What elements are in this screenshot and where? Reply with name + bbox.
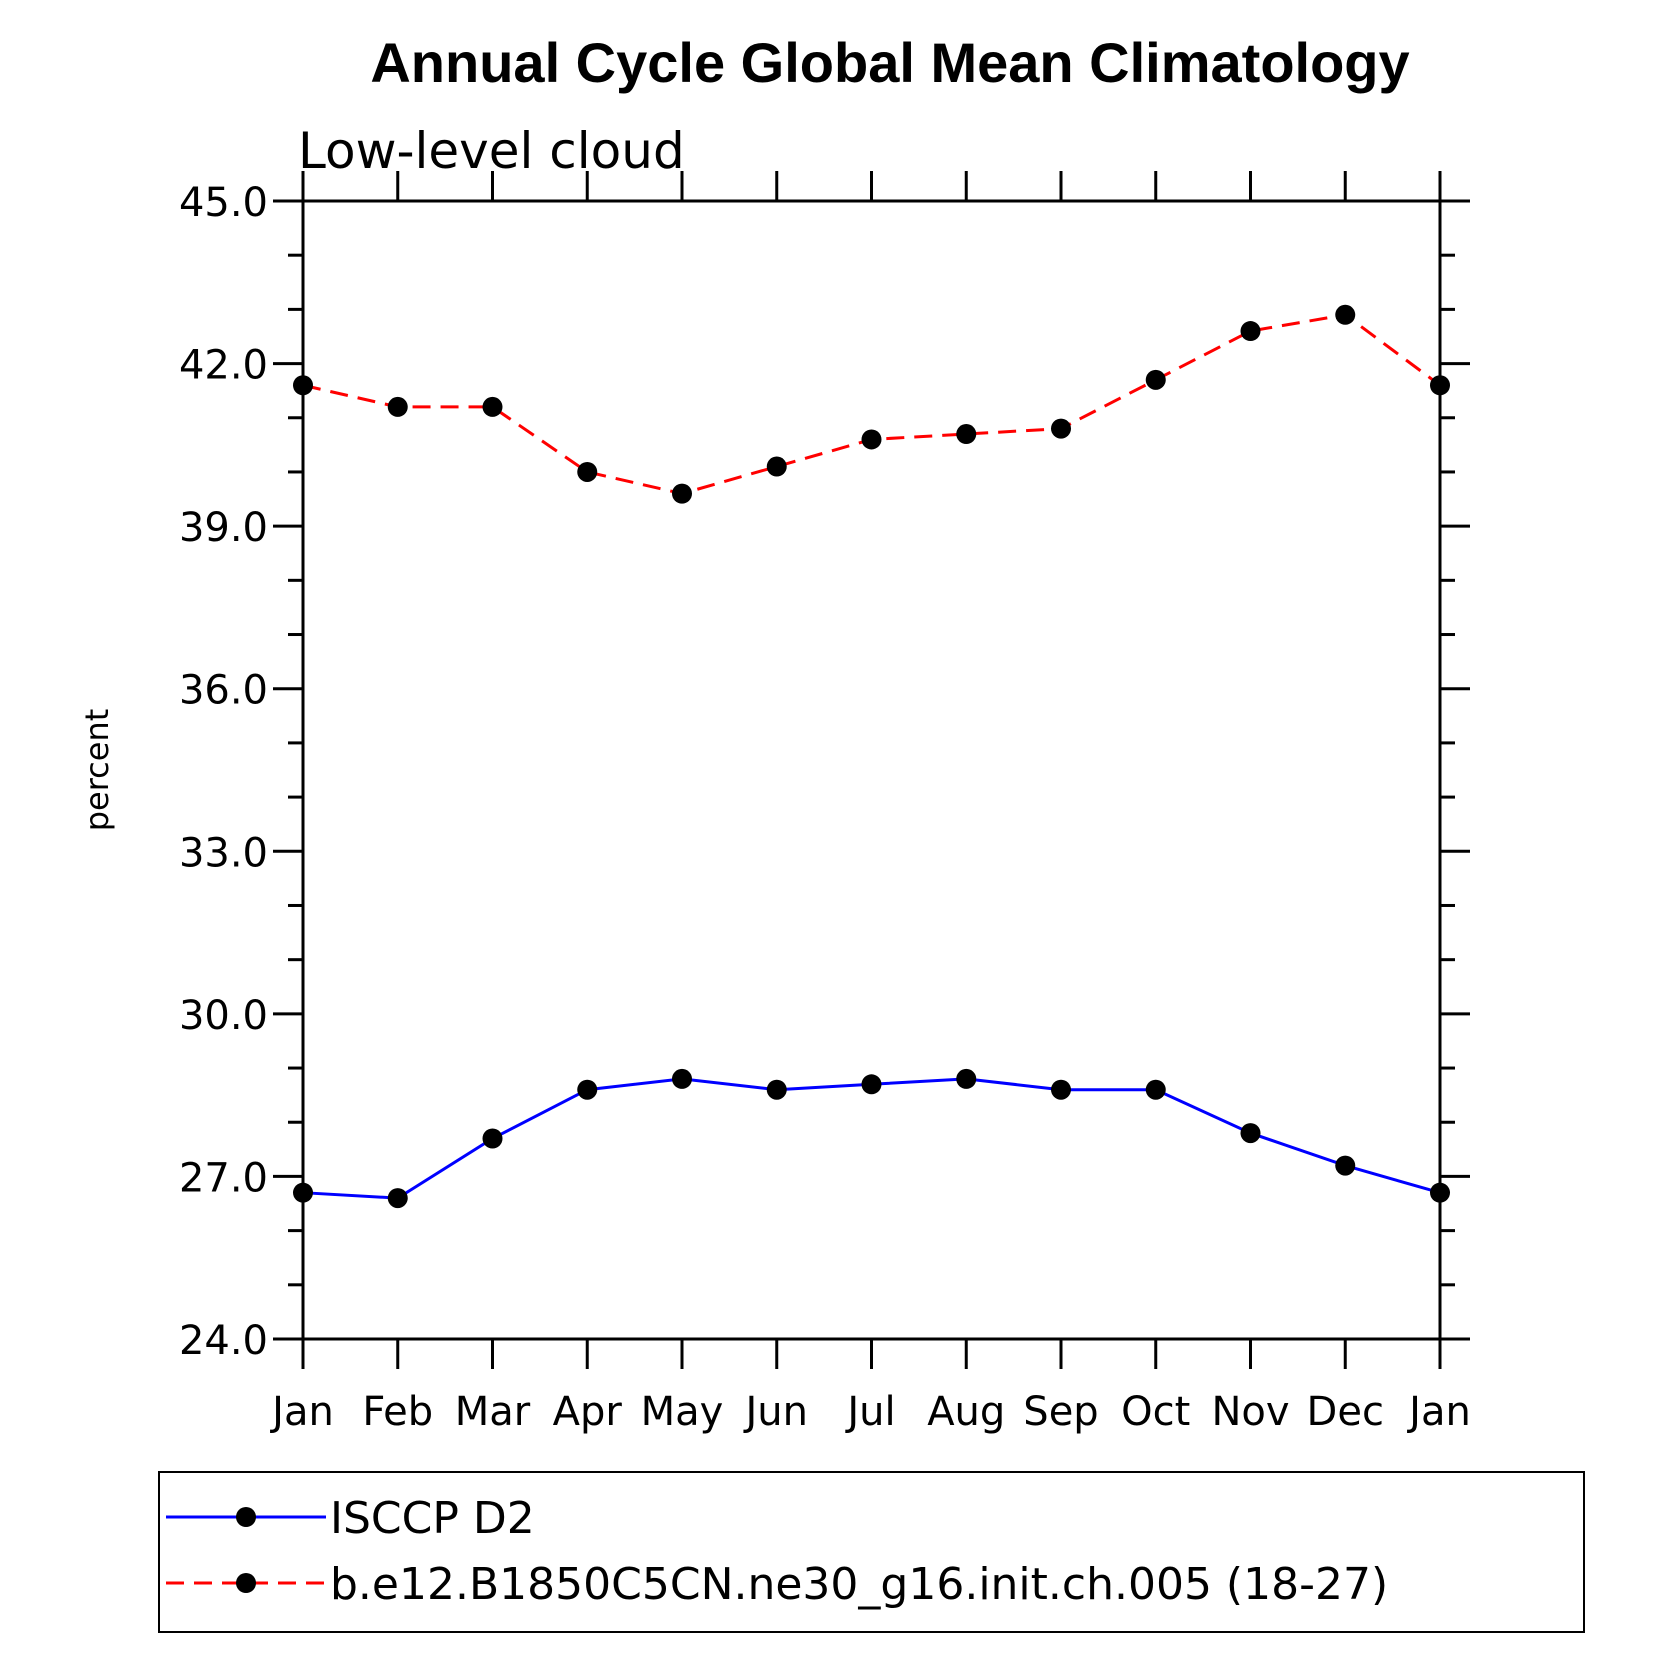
x-tick-label: Sep <box>1023 1389 1098 1435</box>
x-tick-label: Nov <box>1211 1389 1289 1435</box>
series-0-point <box>577 1079 598 1100</box>
x-tick-label: May <box>641 1389 724 1435</box>
series-0-point <box>293 1182 313 1203</box>
series-0-point <box>1051 1079 1071 1100</box>
series-layer <box>293 304 1450 1209</box>
series-0-point <box>387 1188 408 1209</box>
legend-box <box>158 1471 1585 1633</box>
x-tick-label: Jun <box>743 1389 809 1435</box>
series-line-1 <box>302 313 1441 496</box>
series-line-0 <box>302 1077 1441 1200</box>
series-1-point <box>766 456 787 477</box>
series-1-point <box>1051 418 1071 439</box>
x-tick-label: Oct <box>1121 1389 1190 1435</box>
x-tick-label: Dec <box>1307 1389 1384 1435</box>
plot-frame <box>301 199 1442 1341</box>
legend-marker-1 <box>236 1573 256 1593</box>
series-0-point <box>1145 1079 1166 1100</box>
series-1-point <box>293 375 313 396</box>
y-tick-label: 45.0 <box>179 180 268 226</box>
y-tick-label: 42.0 <box>179 343 268 389</box>
x-tick-label: Apr <box>553 1389 623 1435</box>
tick-labels-layer: Jan Feb Mar Apr May Jun Jul Aug Sep Oct Nov Dec Jan2… <box>179 180 1471 1435</box>
x-tick-label: Aug <box>927 1389 1005 1435</box>
series-1-point <box>672 483 692 504</box>
series-1-point <box>1430 375 1450 396</box>
chart-subtitle: Low-level cloud <box>298 122 685 180</box>
y-tick-label: 33.0 <box>179 830 268 876</box>
chart-title: Annual Cycle Global Mean Climatology <box>370 31 1409 94</box>
series-0-point <box>672 1068 692 1089</box>
x-tick-label: Jan <box>1406 1389 1471 1435</box>
series-0-point <box>482 1128 503 1149</box>
x-tick-label: Jul <box>844 1389 895 1435</box>
series-0-point <box>766 1079 787 1100</box>
y-tick-label: 27.0 <box>179 1155 268 1201</box>
series-1-point <box>1240 321 1261 342</box>
series-1-point <box>861 429 882 450</box>
y-axis-label: percent <box>78 709 116 832</box>
series-0-point <box>1430 1182 1450 1203</box>
ticks-layer <box>273 171 1470 1369</box>
x-tick-label: Jan <box>269 1389 334 1435</box>
x-tick-label: Mar <box>455 1389 531 1435</box>
series-0-point <box>956 1068 977 1089</box>
series-1-point <box>1145 369 1166 390</box>
series-0-point <box>1240 1123 1261 1144</box>
legend-marker-0 <box>236 1507 256 1527</box>
series-1-point <box>577 461 598 482</box>
series-1-point <box>387 396 408 417</box>
y-tick-label: 36.0 <box>179 668 268 714</box>
x-tick-label: Feb <box>362 1389 433 1435</box>
series-1-point <box>482 396 503 417</box>
y-tick-label: 24.0 <box>179 1318 268 1364</box>
series-1-point <box>1335 304 1356 325</box>
y-tick-label: 30.0 <box>179 993 268 1039</box>
y-tick-label: 39.0 <box>179 505 268 551</box>
legend-label-0: ISCCP D2 <box>330 1493 535 1544</box>
legend: ISCCP D2 b.e12.B1850C5CN.ne30_g16.init.ch… <box>166 1493 1388 1610</box>
legend-label-1: b.e12.B1850C5CN.ne30_g16.init.ch.005 (18… <box>330 1559 1388 1610</box>
series-0-point <box>1335 1155 1356 1176</box>
series-1-point <box>956 424 977 445</box>
series-0-point <box>861 1074 882 1095</box>
